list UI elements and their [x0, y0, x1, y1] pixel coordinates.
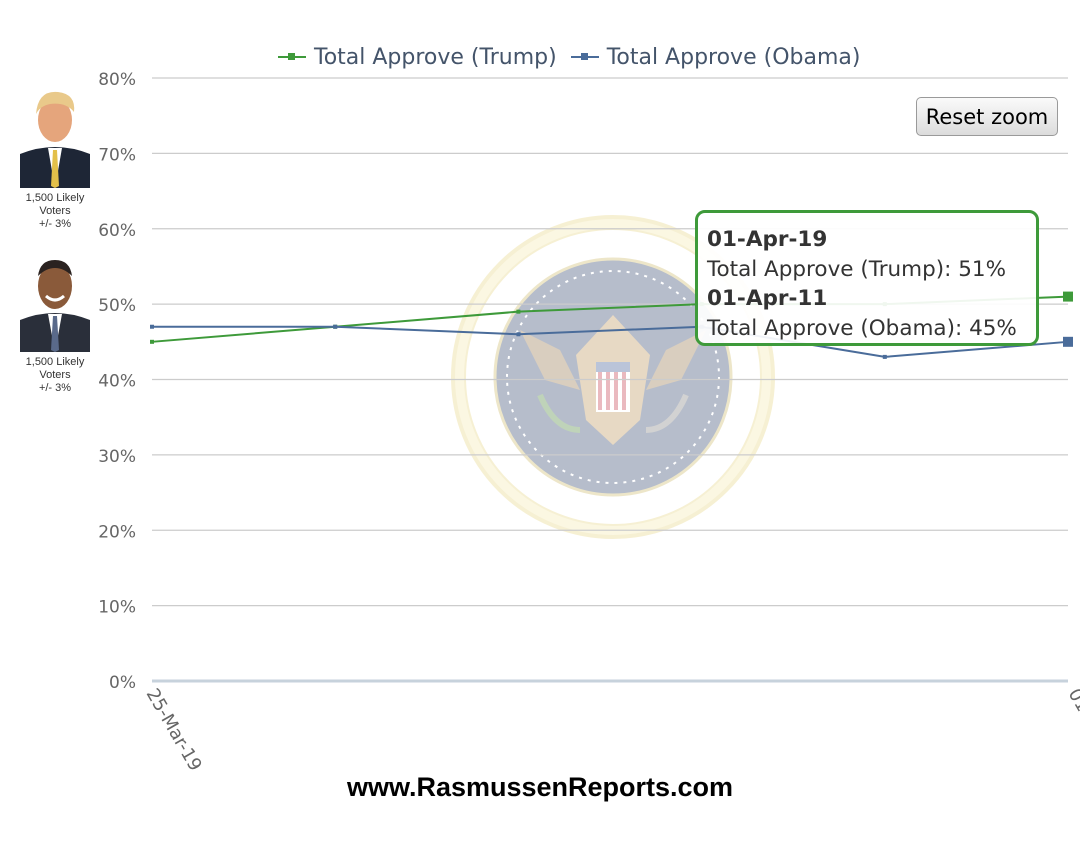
legend-label-trump: Total Approve (Trump)	[314, 44, 557, 70]
grid-lines	[152, 77, 1068, 683]
data-point[interactable]	[150, 339, 154, 344]
data-point[interactable]	[516, 332, 521, 337]
y-tick-label: 10%	[98, 598, 136, 618]
legend: Total Approve (Trump) Total Approve (Oba…	[278, 42, 860, 72]
trump-caption-line1: 1,500 Likely	[25, 192, 85, 204]
y-tick-label: 70%	[98, 145, 136, 165]
tooltip-value-obama: Total Approve (Obama): 45%	[707, 315, 1017, 341]
obama-caption-line1: 1,500 Likely	[25, 356, 85, 368]
y-tick-label: 40%	[98, 372, 136, 392]
obama-caption-line2: Voters	[39, 369, 71, 381]
tooltip-date-trump: 01-Apr-19	[707, 227, 828, 252]
x-tick-label: 25-Mar-19	[142, 685, 206, 775]
legend-item-obama[interactable]: Total Approve (Obama)	[570, 44, 861, 70]
obama-caption-line3: +/- 3%	[38, 382, 72, 394]
y-tick-label: 50%	[98, 296, 136, 316]
legend-swatch-obama	[570, 53, 599, 60]
trump-portrait-icon	[20, 82, 90, 188]
trump-portrait: 1,500 Likely Voters +/- 3%	[20, 82, 90, 231]
legend-label-obama: Total Approve (Obama)	[606, 44, 861, 70]
y-tick-label: 30%	[98, 447, 136, 467]
data-point[interactable]	[150, 324, 154, 329]
trump-portrait-caption: 1,500 Likely Voters +/- 3%	[20, 192, 90, 231]
legend-item-trump[interactable]: Total Approve (Trump)	[278, 45, 557, 70]
y-tick-label: 20%	[98, 522, 136, 542]
tooltip-date-obama: 01-Apr-11	[707, 286, 828, 311]
data-point[interactable]	[882, 354, 887, 359]
x-axis: 25-Mar-19 01	[142, 685, 1080, 775]
footer-url: www.RasmussenReports.com	[346, 772, 734, 802]
x-tick-label: 01	[1064, 685, 1080, 715]
obama-portrait: 1,500 Likely Voters +/- 3%	[20, 246, 90, 395]
tooltip-value-trump: Total Approve (Trump): 51%	[707, 256, 1007, 282]
data-point[interactable]	[516, 309, 521, 314]
legend-swatch-trump	[278, 53, 306, 60]
presidential-seal-icon	[451, 215, 775, 539]
obama-portrait-caption: 1,500 Likely Voters +/- 3%	[20, 356, 90, 395]
trump-caption-line2: Voters	[39, 205, 71, 217]
data-point[interactable]	[333, 324, 338, 329]
y-axis: 0% 10% 20% 30% 40% 50% 60% 70% 80%	[98, 70, 136, 693]
series-line-obama	[152, 325, 1069, 358]
data-point[interactable]	[1063, 336, 1073, 347]
y-tick-label: 80%	[98, 70, 136, 90]
data-tooltip: 01-Apr-19 Total Approve (Trump): 51% 01-…	[695, 210, 1039, 346]
data-point[interactable]	[1063, 291, 1073, 302]
y-tick-label: 0%	[109, 673, 136, 693]
trump-caption-line3: +/- 3%	[38, 218, 72, 230]
y-tick-label: 60%	[98, 221, 136, 241]
obama-portrait-icon	[20, 246, 90, 352]
reset-zoom-button[interactable]: Reset zoom	[916, 97, 1058, 136]
